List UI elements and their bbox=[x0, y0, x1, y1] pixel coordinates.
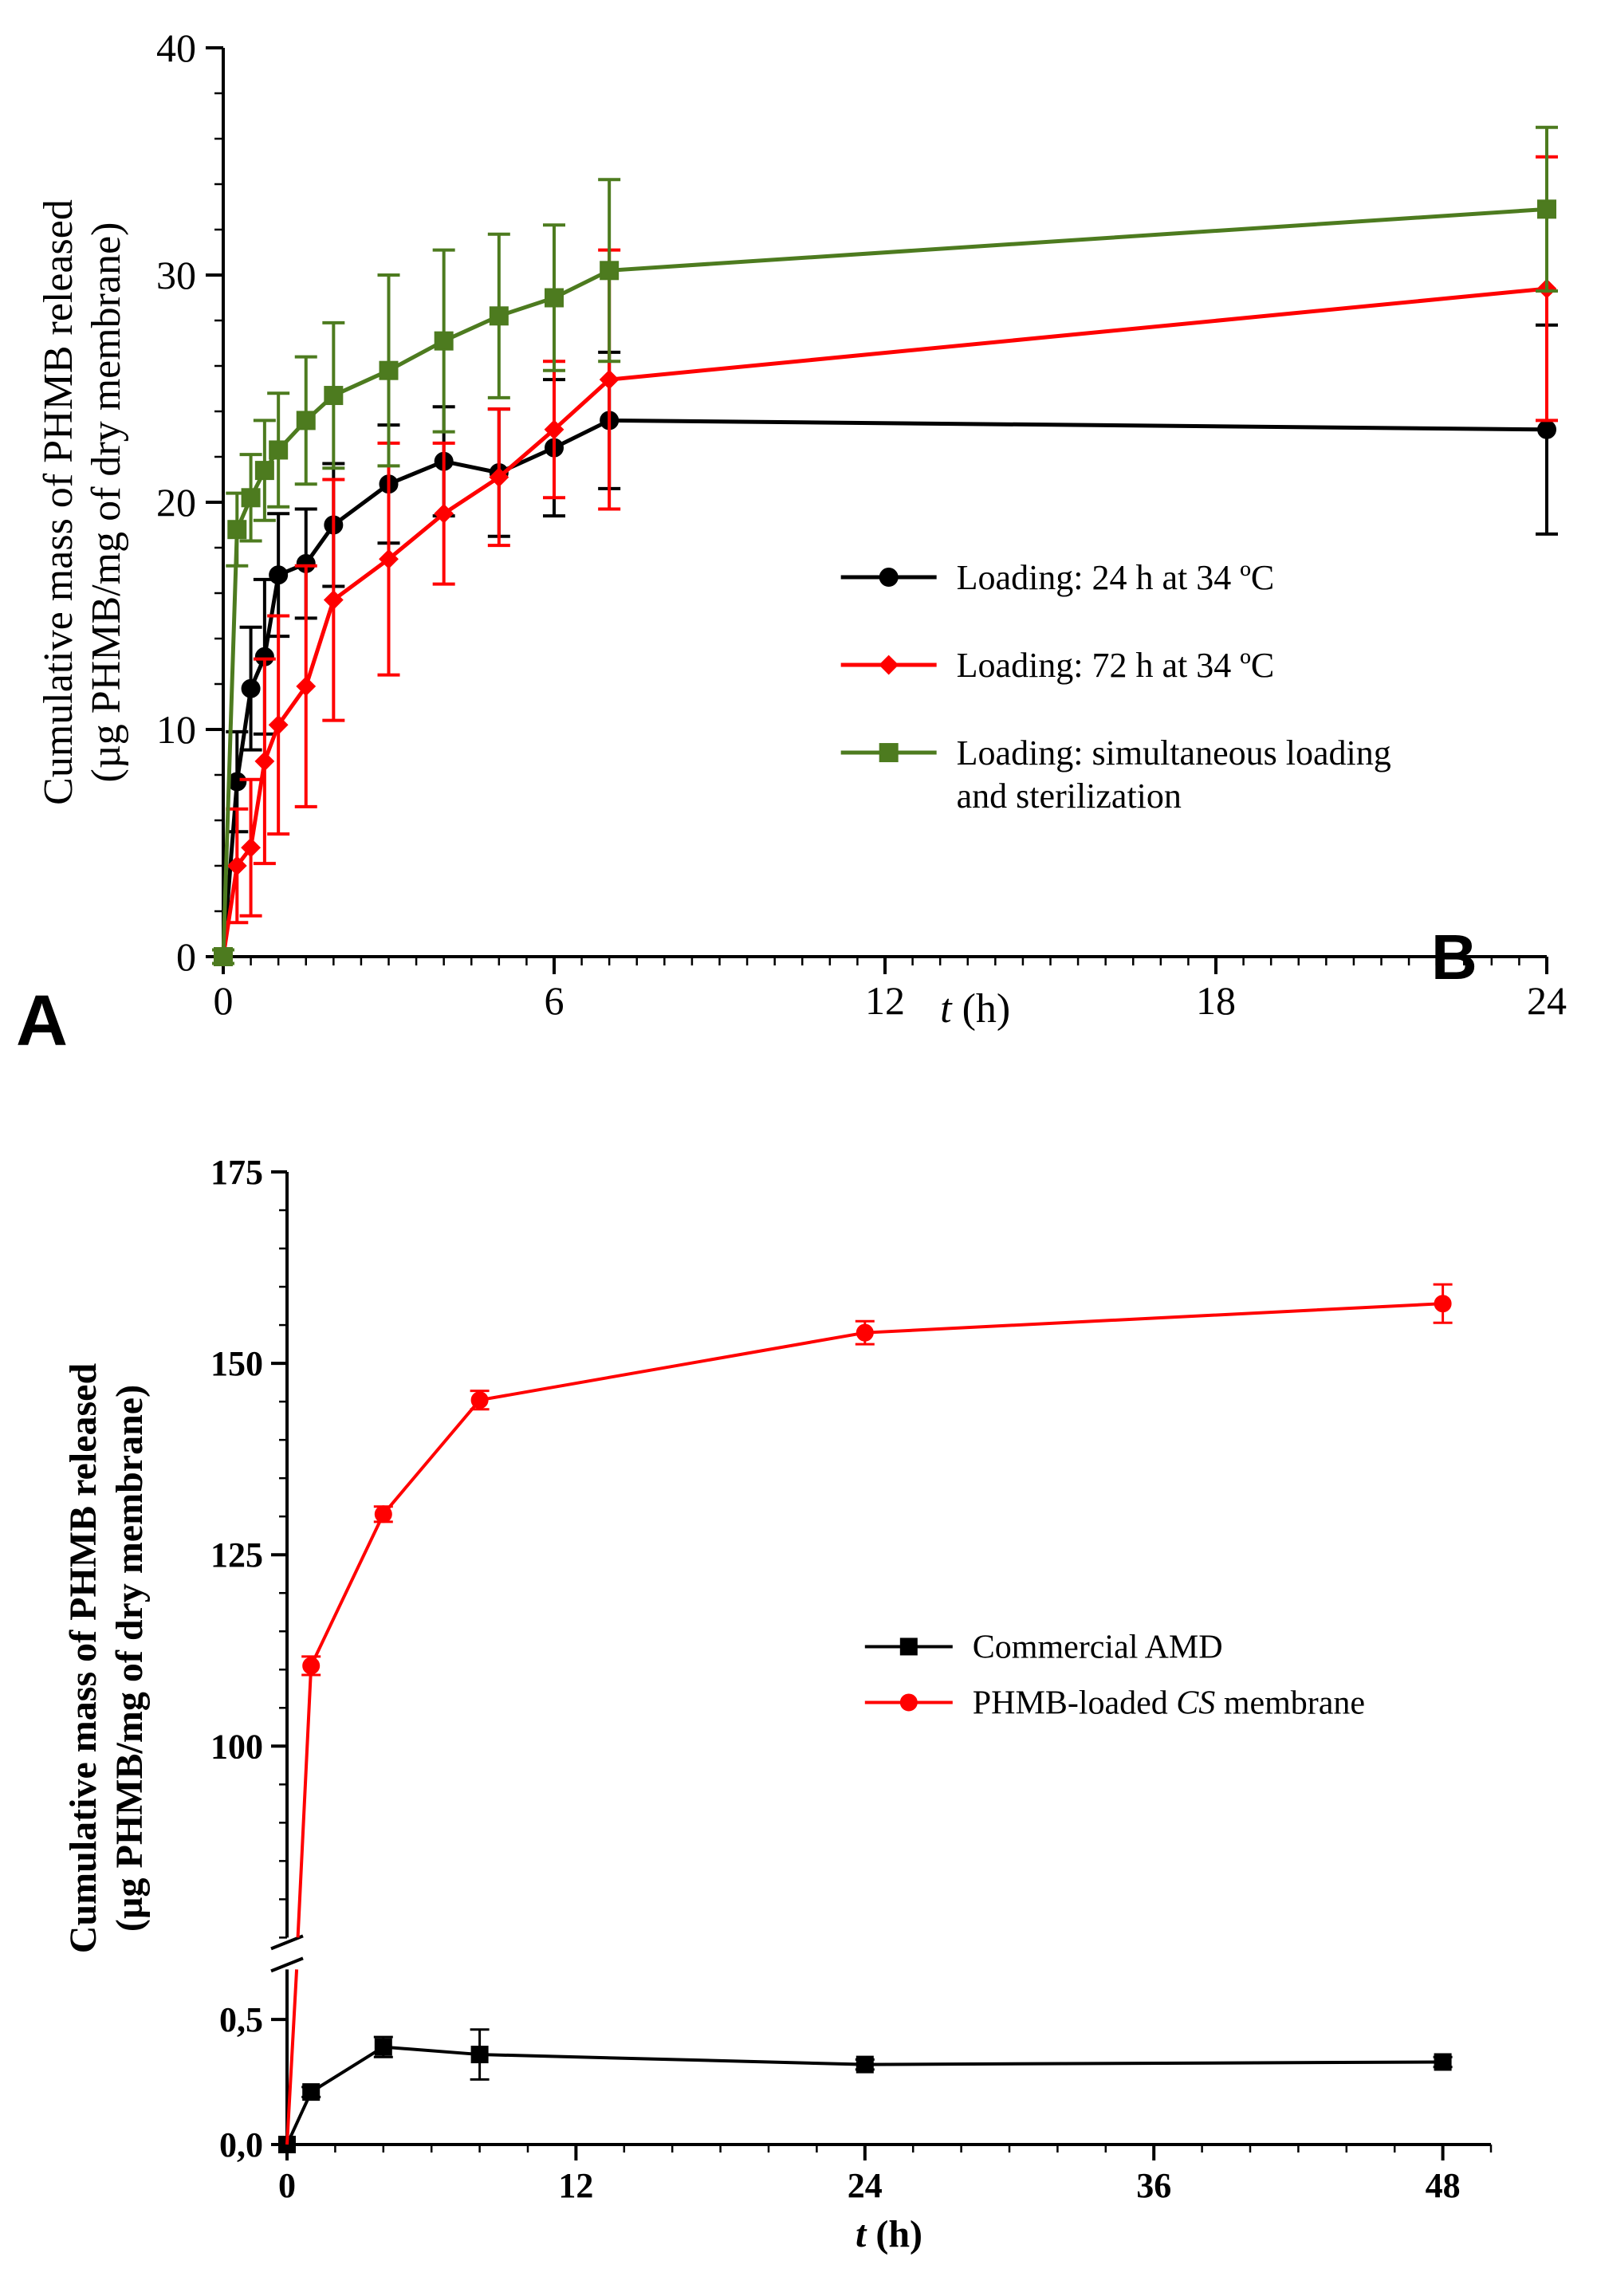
svg-text:t (h): t (h) bbox=[856, 2213, 922, 2255]
svg-text:48: 48 bbox=[1426, 2166, 1461, 2205]
svg-text:125: 125 bbox=[210, 1535, 263, 1575]
svg-text:0: 0 bbox=[278, 2166, 296, 2205]
svg-text:18: 18 bbox=[1196, 978, 1236, 1023]
svg-text:40: 40 bbox=[156, 26, 196, 70]
svg-text:t (h): t (h) bbox=[940, 986, 1010, 1032]
svg-text:Commercial AMD: Commercial AMD bbox=[973, 1629, 1223, 1665]
svg-text:0: 0 bbox=[176, 934, 196, 979]
svg-text:24: 24 bbox=[848, 2166, 883, 2205]
svg-text:Loading: simultaneous loading: Loading: simultaneous loading bbox=[957, 733, 1391, 773]
svg-text:36: 36 bbox=[1136, 2166, 1171, 2205]
svg-text:Cumulative mass of PHMB releas: Cumulative mass of PHMB released bbox=[62, 1363, 104, 1954]
chart-b-svg: 0 12 24 36 48 0,0 0,5 100 125 150 175 t (h) Cumulati… bbox=[0, 1132, 1597, 2264]
svg-text:Loading: 24 h at 34 ºC: Loading: 24 h at 34 ºC bbox=[957, 558, 1275, 597]
svg-text:(µg PHMB/mg of dry membrane): (µg PHMB/mg of dry membrane) bbox=[84, 222, 129, 783]
svg-text:PHMB-loaded CS membrane: PHMB-loaded CS membrane bbox=[973, 1685, 1365, 1721]
figure-page: 0 6 12 18 24 0 10 20 30 40 t (h) Cumulative mass of… bbox=[0, 0, 1597, 2296]
svg-text:Loading: 72 h at 34 ºC: Loading: 72 h at 34 ºC bbox=[957, 646, 1275, 685]
svg-text:100: 100 bbox=[210, 1727, 263, 1766]
panel-a: 0 6 12 18 24 0 10 20 30 40 t (h) Cumulative mass of… bbox=[0, 0, 1597, 1076]
panel-a-label: A bbox=[16, 981, 68, 1063]
svg-text:Cumulative mass of PHMB releas: Cumulative mass of PHMB released bbox=[36, 199, 81, 805]
svg-text:(µg PHMB/mg of dry membrane): (µg PHMB/mg of dry membrane) bbox=[108, 1385, 151, 1932]
svg-text:24: 24 bbox=[1527, 978, 1567, 1023]
chart-a-svg: 0 6 12 18 24 0 10 20 30 40 t (h) Cumulative mass of… bbox=[0, 0, 1597, 1076]
svg-text:12: 12 bbox=[558, 2166, 593, 2205]
svg-text:20: 20 bbox=[156, 480, 196, 525]
svg-text:10: 10 bbox=[156, 707, 196, 752]
svg-text:30: 30 bbox=[156, 253, 196, 297]
svg-text:0,5: 0,5 bbox=[219, 2000, 263, 2039]
panel-b-inset-label: B bbox=[1431, 921, 1477, 994]
svg-text:and sterilization: and sterilization bbox=[957, 776, 1182, 816]
svg-text:6: 6 bbox=[545, 978, 564, 1023]
svg-text:0,0: 0,0 bbox=[219, 2125, 263, 2164]
svg-text:0: 0 bbox=[214, 978, 234, 1023]
panel-b: 0 12 24 36 48 0,0 0,5 100 125 150 175 t (h) Cumulati… bbox=[0, 1132, 1597, 2264]
svg-text:12: 12 bbox=[865, 978, 905, 1023]
svg-text:175: 175 bbox=[210, 1153, 263, 1192]
svg-text:150: 150 bbox=[210, 1344, 263, 1383]
